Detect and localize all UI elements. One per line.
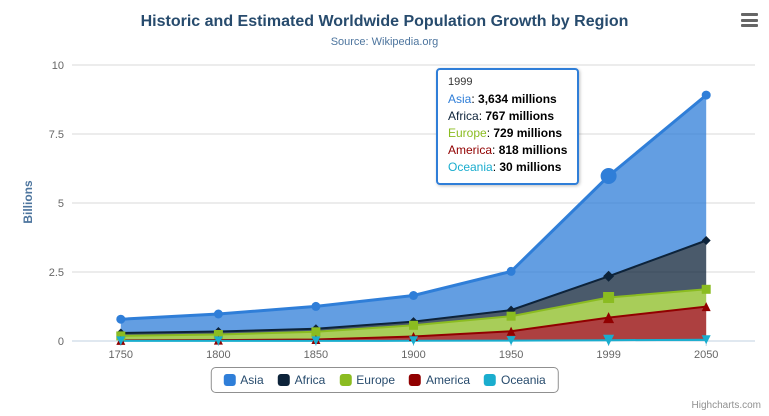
legend-label: America xyxy=(426,373,471,387)
marker-triangle-america[interactable] xyxy=(603,312,615,324)
legend-swatch-america xyxy=(409,374,422,386)
y-axis-tick-label: 5 xyxy=(58,198,64,210)
legend-item-europe[interactable]: Europe xyxy=(339,373,395,387)
marker-circle-asia[interactable] xyxy=(506,266,516,276)
marker-square-europe[interactable] xyxy=(701,284,711,294)
x-axis-tick-label: 1999 xyxy=(596,349,620,361)
area-africa[interactable] xyxy=(120,240,707,336)
marker-square-europe[interactable] xyxy=(311,327,321,337)
x-axis-tick-label: 1750 xyxy=(109,349,133,361)
legend-item-america[interactable]: America xyxy=(409,373,470,387)
marker-circle-asia[interactable] xyxy=(409,291,418,300)
marker-triangle-down-oceania[interactable] xyxy=(116,336,126,346)
marker-square-europe[interactable] xyxy=(603,292,615,303)
hamburger-menu-icon[interactable] xyxy=(741,13,758,27)
marker-circle-asia[interactable] xyxy=(213,309,223,319)
legend-label: Asia xyxy=(240,373,264,387)
x-axis-tick-label: 1950 xyxy=(499,349,523,361)
y-axis-tick-label: 0 xyxy=(58,336,64,348)
x-axis-tick-label: 2050 xyxy=(694,349,718,361)
hamburger-line xyxy=(741,18,758,22)
legend-label: Africa xyxy=(294,373,326,387)
marker-square-europe[interactable] xyxy=(213,330,223,339)
legend-item-africa[interactable]: Africa xyxy=(277,373,326,387)
legend-label: Oceania xyxy=(501,373,546,387)
marker-triangle-down-oceania[interactable] xyxy=(213,336,223,346)
marker-circle-asia[interactable] xyxy=(311,301,321,311)
chart-subtitle: Source: Wikipedia.org xyxy=(330,36,439,48)
hamburger-line xyxy=(741,24,758,27)
highcharts-credits-link[interactable]: Highcharts.com xyxy=(691,400,761,411)
marker-diamond-africa[interactable] xyxy=(603,270,615,282)
legend-swatch-europe xyxy=(339,374,352,386)
y-axis-tick-label: 7.5 xyxy=(49,129,64,141)
x-axis-tick-label: 1850 xyxy=(304,349,328,361)
legend: Asia Africa Europe America Oceania xyxy=(210,367,559,393)
legend-label: Europe xyxy=(356,373,396,387)
marker-diamond-africa[interactable] xyxy=(701,236,711,245)
marker-circle-asia[interactable] xyxy=(600,168,617,184)
x-axis-tick-label: 1900 xyxy=(401,349,425,361)
y-axis-tick-label: 2.5 xyxy=(49,267,64,279)
marker-triangle-down-oceania[interactable] xyxy=(701,335,711,345)
x-axis-tick-label: 1800 xyxy=(206,349,230,361)
hamburger-line xyxy=(741,13,758,16)
marker-triangle-down-oceania[interactable] xyxy=(506,336,516,346)
legend-swatch-oceania xyxy=(484,374,497,386)
marker-circle-asia[interactable] xyxy=(116,314,126,324)
marker-triangle-down-oceania[interactable] xyxy=(603,334,615,346)
area-america[interactable] xyxy=(120,306,707,341)
legend-swatch-asia xyxy=(223,374,236,386)
legend-swatch-africa xyxy=(277,374,290,386)
marker-triangle-down-oceania[interactable] xyxy=(409,336,418,346)
marker-square-europe[interactable] xyxy=(506,311,516,321)
legend-item-asia[interactable]: Asia xyxy=(223,373,264,387)
marker-triangle-down-oceania[interactable] xyxy=(311,336,321,346)
marker-circle-asia[interactable] xyxy=(701,90,711,100)
y-axis-title: Billions xyxy=(21,180,35,224)
marker-square-europe[interactable] xyxy=(409,320,418,330)
area-asia[interactable] xyxy=(120,95,707,333)
marker-triangle-america[interactable] xyxy=(701,302,711,312)
marker-triangle-america[interactable] xyxy=(506,326,516,336)
y-axis-tick-label: 10 xyxy=(52,60,64,72)
chart-title: Historic and Estimated Worldwide Populat… xyxy=(140,13,629,30)
legend-item-oceania[interactable]: Oceania xyxy=(484,373,546,387)
